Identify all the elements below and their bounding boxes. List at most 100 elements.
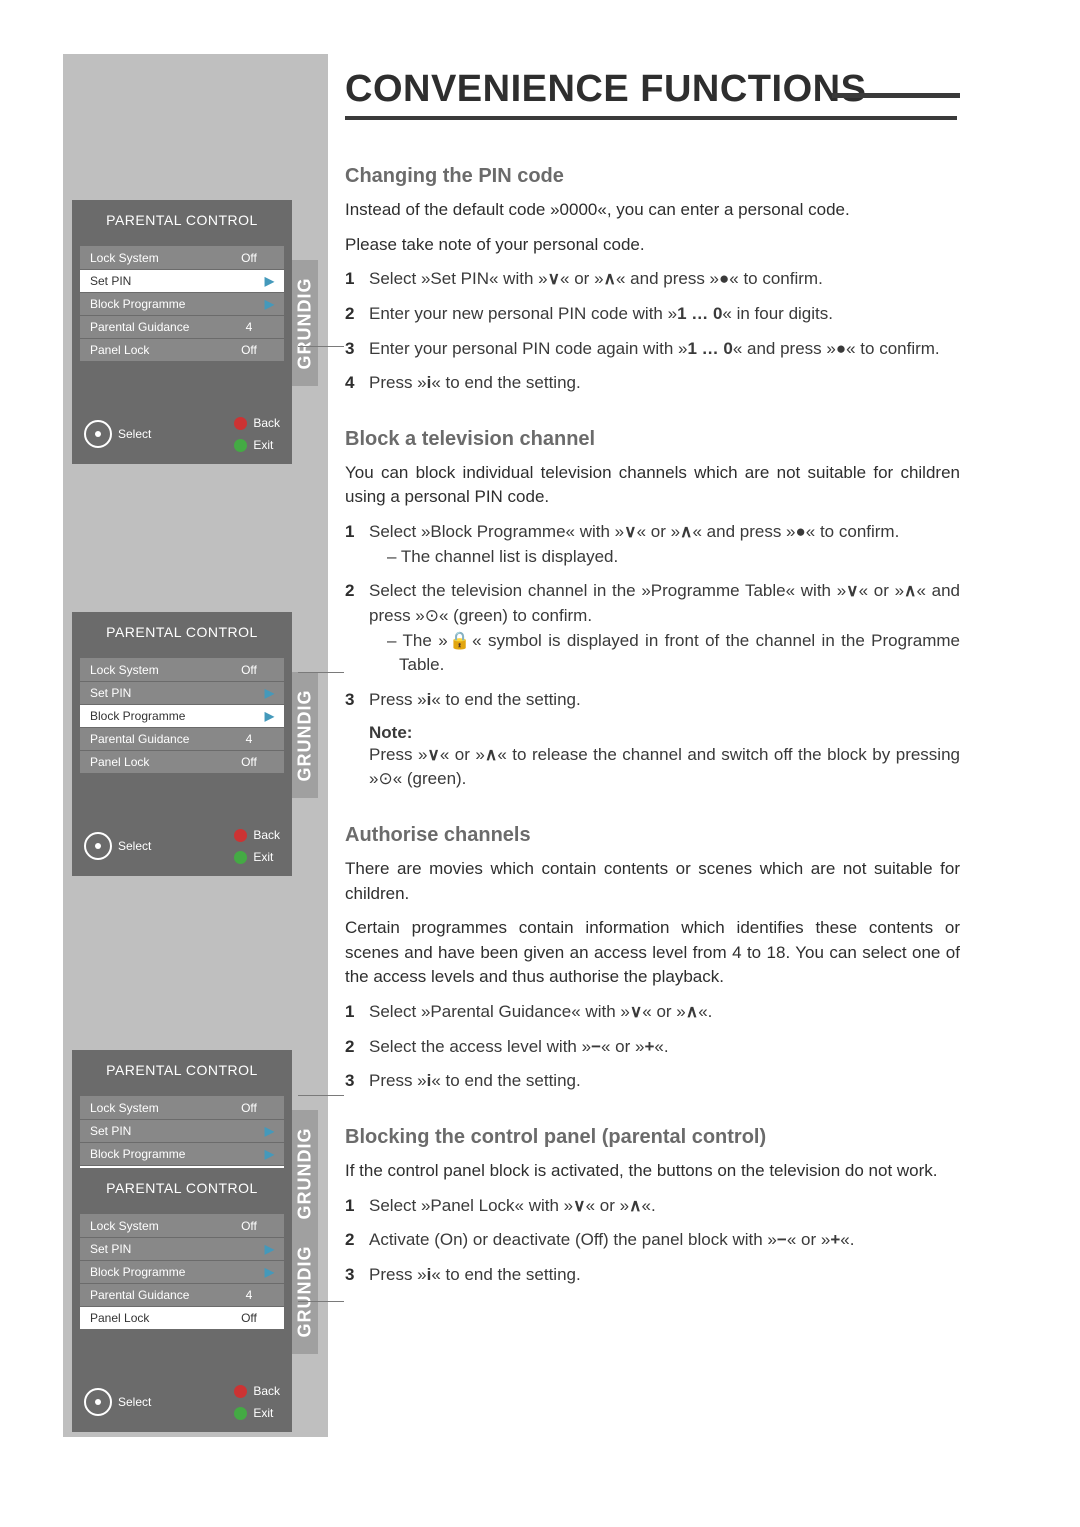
row-label: Set PIN <box>90 1124 215 1138</box>
step-number: 1 <box>345 1194 369 1219</box>
step-text: Press »i« to end the setting. <box>369 1069 960 1094</box>
step-text: Enter your personal PIN code again with … <box>369 337 960 362</box>
menu-row[interactable]: Set PIN▶ <box>80 269 284 292</box>
menu-row[interactable]: Block Programme ▶ <box>80 1142 284 1165</box>
step-text: Activate (On) or deactivate (Off) the pa… <box>369 1228 960 1253</box>
step-number: 4 <box>345 371 369 396</box>
row-value: Off <box>224 1311 274 1325</box>
select-label: Select <box>118 1395 151 1409</box>
menu-row[interactable]: Panel LockOff <box>80 338 284 361</box>
step-text: Select the access level with »−« or »+«. <box>369 1035 960 1060</box>
dpad-icon <box>84 1388 112 1416</box>
row-label: Lock System <box>90 663 224 677</box>
menu-row[interactable]: Panel LockOff <box>80 750 284 773</box>
step-text: Select »Block Programme« with »∨« or »∧«… <box>369 520 960 569</box>
step-number: 1 <box>345 1000 369 1025</box>
red-dot-icon <box>234 417 247 430</box>
arrow-icon: ▶ <box>265 1265 274 1279</box>
row-label: Parental Guidance <box>90 732 224 746</box>
title-rule <box>832 93 960 98</box>
row-value: 4 <box>224 320 274 334</box>
step-item: 3Press »i« to end the setting. <box>345 1263 960 1288</box>
row-label: Lock System <box>90 251 224 265</box>
row-label: Set PIN <box>90 686 215 700</box>
menu-row[interactable]: Parental Guidance4 <box>80 1283 284 1306</box>
arrow-icon: ▶ <box>265 274 274 288</box>
page-title: CONVENIENCE FUNCTIONS <box>345 68 866 111</box>
step-number: 2 <box>345 302 369 327</box>
leader-line <box>298 1095 344 1096</box>
select-label: Select <box>118 427 151 441</box>
row-value: Off <box>224 663 274 677</box>
row-label: Parental Guidance <box>90 320 224 334</box>
menu-row[interactable]: Block Programme ▶ <box>80 1260 284 1283</box>
note-heading: Note: <box>369 723 960 743</box>
arrow-icon: ▶ <box>265 1147 274 1161</box>
menu-row[interactable]: Set PIN ▶ <box>80 1119 284 1142</box>
row-label: Panel Lock <box>90 343 224 357</box>
paragraph: Please take note of your personal code. <box>345 233 960 258</box>
step-text: Enter your new personal PIN code with »1… <box>369 302 960 327</box>
row-label: Block Programme <box>90 297 215 311</box>
back-label: Back <box>253 416 280 430</box>
menu-row[interactable]: Block Programme▶ <box>80 292 284 315</box>
step-item: 3Press »i« to end the setting. <box>345 688 960 713</box>
row-label: Panel Lock <box>90 755 224 769</box>
step-item: 2Activate (On) or deactivate (Off) the p… <box>345 1228 960 1253</box>
menu-row[interactable]: Set PIN▶ <box>80 1237 284 1260</box>
step-item: 1Select »Block Programme« with »∨« or »∧… <box>345 520 960 569</box>
note-paragraph: Press »∨« or »∧« to release the channel … <box>369 743 960 792</box>
row-value: Off <box>224 755 274 769</box>
row-label: Block Programme <box>90 709 215 723</box>
menu-row[interactable]: Lock SystemOff <box>80 658 284 681</box>
paragraph: You can block individual television chan… <box>345 461 960 510</box>
step-text: Select »Panel Lock« with »∨« or »∧«. <box>369 1194 960 1219</box>
tv-panel: PARENTAL CONTROLLock SystemOffSet PIN▶Bl… <box>72 1168 318 1432</box>
paragraph: If the control panel block is activated,… <box>345 1159 960 1184</box>
menu-row[interactable]: Parental Guidance4 <box>80 727 284 750</box>
menu-row[interactable]: Set PIN ▶ <box>80 681 284 704</box>
panel-footer: SelectBackExit <box>72 1384 292 1420</box>
row-label: Parental Guidance <box>90 1288 224 1302</box>
arrow-icon: ▶ <box>265 686 274 700</box>
section-heading: Authorise channels <box>345 824 960 847</box>
step-item: 4Press »i« to end the setting. <box>345 371 960 396</box>
panel-title: PARENTAL CONTROL <box>72 612 292 640</box>
step-item: 1Select »Set PIN« with »∨« or »∧« and pr… <box>345 267 960 292</box>
paragraph: Certain programmes contain information w… <box>345 916 960 990</box>
select-label: Select <box>118 839 151 853</box>
step-text: Press »i« to end the setting. <box>369 371 960 396</box>
step-list: 1Select »Panel Lock« with »∨« or »∧«. 2Ac… <box>345 1194 960 1288</box>
title-underline <box>345 116 957 120</box>
panel-title: PARENTAL CONTROL <box>72 200 292 228</box>
brand-label: GRUNDIG <box>292 672 318 798</box>
arrow-icon: ▶ <box>265 1124 274 1138</box>
paragraph: Instead of the default code »0000«, you … <box>345 198 960 223</box>
row-value: Off <box>224 251 274 265</box>
menu-row[interactable]: Lock SystemOff <box>80 1096 284 1119</box>
menu-row[interactable]: Lock SystemOff <box>80 1214 284 1237</box>
step-item: 2Select the access level with »−« or »+«… <box>345 1035 960 1060</box>
row-label: Lock System <box>90 1101 224 1115</box>
row-label: Set PIN <box>90 1242 215 1256</box>
menu-row[interactable]: Panel LockOff <box>80 1306 284 1329</box>
row-label: Block Programme <box>90 1265 215 1279</box>
menu-row[interactable]: Block Programme▶ <box>80 704 284 727</box>
dpad-icon <box>84 420 112 448</box>
menu-row[interactable]: Lock SystemOff <box>80 246 284 269</box>
step-number: 3 <box>345 688 369 713</box>
step-number: 2 <box>345 579 369 678</box>
menu-row[interactable]: Parental Guidance4 <box>80 315 284 338</box>
step-item: 2Enter your new personal PIN code with »… <box>345 302 960 327</box>
panel-title: PARENTAL CONTROL <box>72 1050 292 1078</box>
row-label: Block Programme <box>90 1147 215 1161</box>
main-content: Changing the PIN codeInstead of the defa… <box>345 165 960 1298</box>
step-item: 2Select the television channel in the »P… <box>345 579 960 678</box>
panel-title: PARENTAL CONTROL <box>72 1168 292 1196</box>
green-dot-icon <box>234 439 247 452</box>
step-item: 1Select »Parental Guidance« with »∨« or … <box>345 1000 960 1025</box>
step-number: 3 <box>345 1069 369 1094</box>
row-value: 4 <box>224 1288 274 1302</box>
green-dot-icon <box>234 1407 247 1420</box>
section-heading: Blocking the control panel (parental con… <box>345 1126 960 1149</box>
